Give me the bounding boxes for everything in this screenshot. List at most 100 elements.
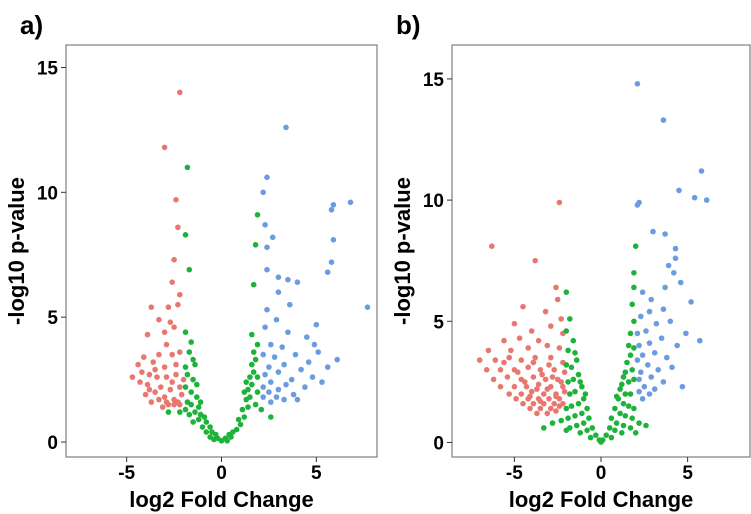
point-ns <box>612 427 618 434</box>
point-down <box>522 379 528 385</box>
point-up <box>264 266 270 273</box>
point-down <box>146 371 153 378</box>
point-ns <box>617 410 623 417</box>
point-down <box>546 396 552 402</box>
point-down <box>158 384 164 390</box>
point-up <box>281 396 287 403</box>
point-ns <box>627 352 634 359</box>
point-up <box>324 364 331 370</box>
point-down <box>141 354 147 360</box>
point-ns <box>572 350 578 356</box>
point-ns <box>188 389 194 395</box>
point-ns <box>563 328 570 334</box>
point-ns <box>622 369 629 376</box>
point-up <box>634 357 641 363</box>
point-ns <box>241 389 248 395</box>
point-ns <box>575 371 582 378</box>
point-up <box>665 262 672 269</box>
point-down <box>560 383 566 390</box>
point-ns <box>199 424 206 430</box>
x-tick-label: -5 <box>506 463 523 484</box>
point-ns <box>613 393 620 400</box>
point-up <box>636 388 642 395</box>
point-up <box>273 394 280 400</box>
point-down <box>163 399 170 405</box>
point-ns <box>254 341 261 348</box>
point-up <box>294 279 301 286</box>
point-ns <box>631 405 637 412</box>
point-up <box>364 304 371 311</box>
point-down <box>539 371 545 378</box>
point-down <box>173 197 179 203</box>
point-up <box>672 245 679 252</box>
scatter-points <box>476 81 710 445</box>
point-down <box>506 391 512 397</box>
point-ns <box>622 413 629 419</box>
point-ns <box>620 422 627 429</box>
point-ns <box>577 379 583 385</box>
point-up <box>697 337 703 344</box>
point-up <box>273 316 280 323</box>
point-ns <box>250 369 257 375</box>
point-up <box>676 187 682 194</box>
point-down <box>159 404 166 410</box>
point-up <box>634 330 641 337</box>
point-ns <box>241 414 248 420</box>
point-up <box>262 222 268 228</box>
point-up <box>315 349 322 355</box>
point-down <box>558 379 564 385</box>
point-ns <box>622 391 629 397</box>
point-up <box>683 330 689 337</box>
point-down <box>548 354 554 361</box>
point-ns <box>631 318 637 325</box>
point-ns <box>587 434 594 441</box>
point-up <box>660 117 667 123</box>
point-down <box>152 389 158 395</box>
point-down <box>537 405 544 412</box>
point-ns <box>620 374 627 380</box>
point-down <box>508 347 514 354</box>
point-down <box>516 335 523 342</box>
point-down <box>177 349 183 355</box>
point-up <box>645 362 651 368</box>
point-up <box>275 369 282 375</box>
point-down <box>173 361 179 368</box>
point-ns <box>577 430 583 436</box>
point-ns <box>192 409 198 415</box>
point-ns <box>619 381 625 388</box>
point-down <box>535 337 542 344</box>
point-up <box>638 313 644 320</box>
point-ns <box>584 427 590 434</box>
point-up <box>313 321 320 328</box>
point-down <box>135 361 141 368</box>
point-up <box>266 364 272 370</box>
point-ns <box>573 422 580 429</box>
point-down <box>551 367 557 373</box>
point-ns <box>643 422 649 429</box>
point-up <box>262 371 268 378</box>
point-ns <box>203 419 210 425</box>
point-up <box>328 207 335 213</box>
point-ns <box>582 391 589 397</box>
point-down <box>528 328 535 334</box>
point-ns <box>194 381 200 388</box>
point-down <box>561 369 568 376</box>
y-axis-title: -log10 p-value <box>390 177 415 325</box>
point-up <box>281 361 287 368</box>
point-up <box>638 369 644 376</box>
point-ns <box>570 376 577 383</box>
point-ns <box>627 330 634 337</box>
point-up <box>347 199 354 206</box>
point-ns <box>567 316 573 322</box>
point-up <box>660 306 667 313</box>
point-down <box>561 388 568 395</box>
point-ns <box>563 405 570 412</box>
point-ns <box>194 394 200 400</box>
point-ns <box>197 399 204 405</box>
point-ns <box>541 425 547 431</box>
point-down <box>527 405 533 412</box>
point-ns <box>627 391 634 397</box>
y-tick-label: 15 <box>37 58 59 79</box>
point-ns <box>624 359 630 366</box>
point-ns <box>568 403 575 409</box>
